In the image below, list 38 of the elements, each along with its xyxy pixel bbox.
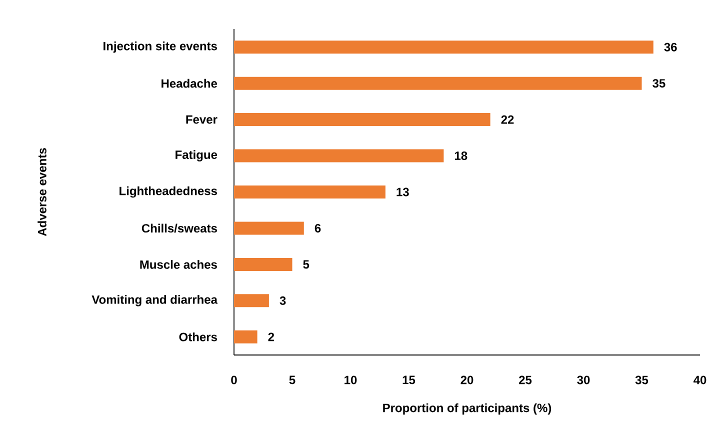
data-label: 2	[268, 332, 274, 342]
x-tick-label: 15	[402, 376, 416, 384]
x-tick-label: 40	[694, 376, 706, 384]
y-tick-label: Vomiting and diarrhea	[92, 295, 218, 306]
bar	[234, 185, 386, 198]
y-tick-label: Others	[179, 332, 217, 342]
data-label: 6	[314, 224, 321, 232]
x-tick-label: 35	[635, 376, 648, 384]
y-tick-label: Lightheadedness	[120, 186, 217, 198]
data-label: 36	[664, 42, 677, 52]
x-tick-label: 30	[577, 376, 590, 384]
y-tick-label: Headache	[162, 78, 218, 88]
data-label: 5	[303, 260, 310, 269]
y-axis-title: Adverse events	[38, 148, 46, 236]
x-tick-label: 20	[460, 376, 474, 384]
y-tick-label: Fever	[186, 115, 218, 124]
x-axis-title: Proportion of participants (%)	[383, 403, 552, 415]
y-tick-label: Injection site events	[104, 42, 217, 53]
bar	[234, 222, 304, 235]
bar	[234, 149, 444, 162]
bar	[234, 40, 654, 54]
bar	[234, 294, 269, 308]
x-tick-label: 0	[231, 376, 237, 384]
data-label: 35	[652, 79, 666, 88]
x-tick-label: 10	[344, 376, 357, 384]
data-label: 18	[454, 152, 468, 160]
y-tick-label: Muscle aches	[140, 260, 217, 269]
x-tick-label: 25	[518, 376, 532, 384]
y-tick-label: Fatigue	[176, 150, 218, 162]
bar	[234, 76, 642, 90]
bar	[234, 113, 490, 126]
bar	[234, 258, 292, 271]
data-label: 3	[280, 296, 286, 305]
y-tick-label: Chills/sweats	[142, 224, 217, 233]
x-tick-label: 5	[289, 376, 296, 384]
data-label: 22	[501, 115, 514, 124]
bar	[234, 330, 258, 344]
data-label: 13	[396, 188, 409, 196]
